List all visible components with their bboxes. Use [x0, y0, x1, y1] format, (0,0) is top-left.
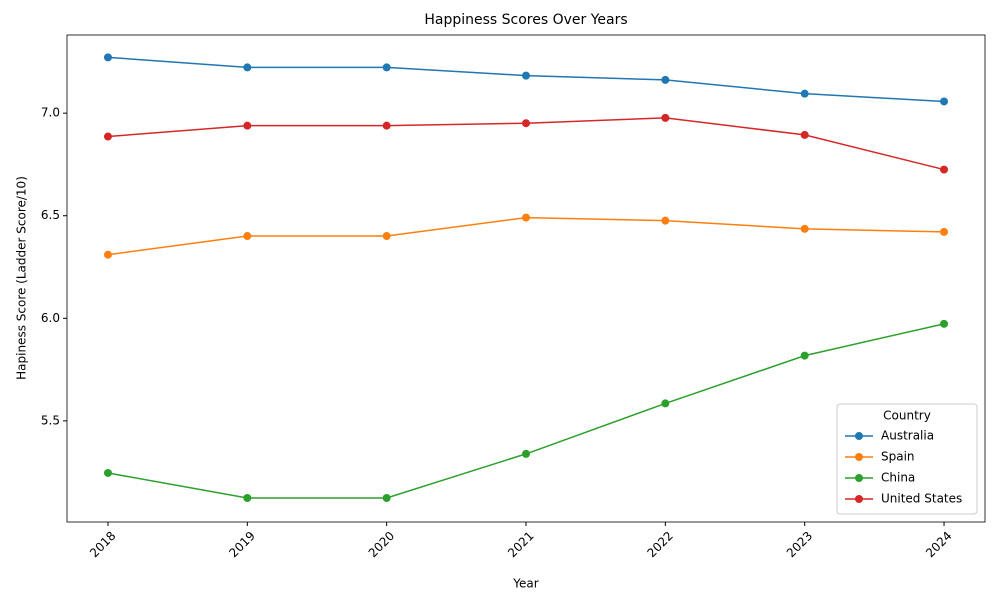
- legend-marker: [855, 495, 863, 503]
- data-point: [661, 75, 670, 84]
- data-point: [382, 493, 391, 502]
- x-tick-label: 2022: [644, 529, 675, 560]
- legend-box: [836, 403, 978, 515]
- data-point: [103, 250, 112, 259]
- y-tick-label: 6.5: [41, 208, 60, 222]
- series-line: [107, 323, 945, 499]
- y-tick-label: 5.5: [41, 413, 60, 427]
- data-point: [103, 53, 112, 62]
- data-point: [522, 119, 530, 128]
- y-axis-label: Hapiness Score (Ladder Score/10): [15, 176, 29, 380]
- data-point: [661, 113, 670, 122]
- data-point: [522, 71, 530, 80]
- data-point: [940, 165, 949, 174]
- legend-label: Australia: [881, 429, 934, 443]
- data-point: [382, 63, 391, 72]
- data-point: [243, 232, 252, 241]
- data-point: [103, 468, 112, 477]
- y-tick-label: 7.0: [41, 106, 60, 120]
- plot-frame: [66, 34, 986, 523]
- data-point: [940, 319, 949, 328]
- legend-label: Spain: [881, 450, 915, 464]
- data-point: [940, 227, 949, 236]
- chart-title: Happiness Scores Over Years: [424, 12, 627, 28]
- legend-label: United States: [881, 492, 962, 506]
- data-point: [243, 63, 252, 72]
- y-tick-label: 6.0: [41, 311, 60, 325]
- legend-marker: [855, 474, 863, 482]
- data-point: [522, 449, 530, 458]
- data-point: [382, 232, 391, 241]
- x-tick-label: 2020: [366, 529, 397, 560]
- data-point: [800, 89, 809, 98]
- x-tick-label: 2018: [87, 529, 118, 560]
- legend-label: China: [881, 471, 915, 485]
- legend-marker: [855, 453, 863, 461]
- data-point: [522, 213, 530, 222]
- data-point: [103, 132, 112, 141]
- data-point: [243, 493, 252, 502]
- x-tick-label: 2024: [923, 529, 954, 560]
- legend-marker: [855, 432, 863, 440]
- series-line: [107, 216, 945, 256]
- data-point: [800, 224, 809, 233]
- data-point: [661, 399, 670, 408]
- x-tick-label: 2019: [226, 529, 257, 560]
- x-axis-label: Year: [512, 577, 538, 591]
- data-point: [382, 121, 391, 130]
- data-point: [800, 130, 809, 139]
- data-point: [243, 121, 252, 130]
- legend-title: Country: [883, 409, 931, 423]
- data-point: [940, 97, 949, 106]
- x-tick-label: 2021: [505, 529, 536, 560]
- data-point: [661, 216, 670, 225]
- data-point: [800, 351, 809, 360]
- x-tick-label: 2023: [784, 529, 815, 560]
